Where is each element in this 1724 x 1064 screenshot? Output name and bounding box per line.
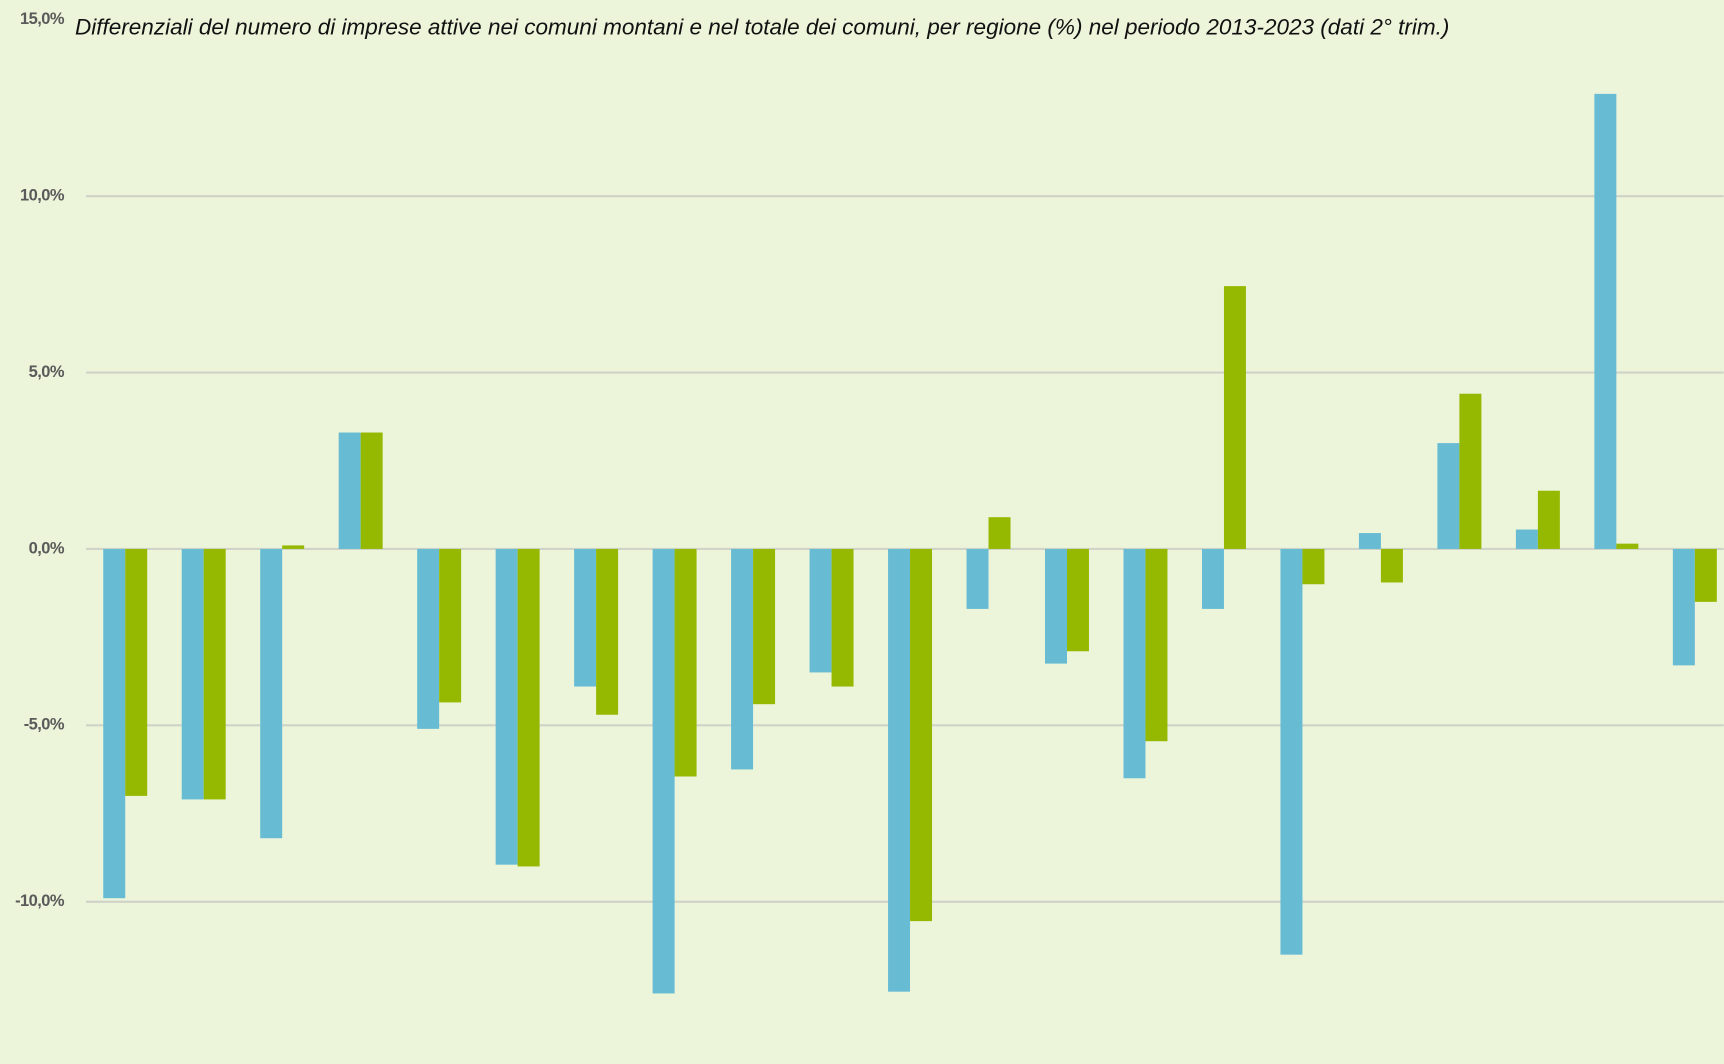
bar (1201, 548, 1224, 609)
y-tick-label: 5,0% (29, 363, 65, 381)
y-tick-label: 15,0% (20, 10, 65, 28)
bar (831, 548, 854, 687)
bar (1302, 548, 1325, 585)
bar (103, 548, 126, 899)
bar (517, 548, 540, 867)
bar (753, 548, 776, 705)
bar (1123, 548, 1146, 779)
bar (203, 548, 226, 800)
bar (966, 548, 989, 609)
bar (1616, 543, 1639, 549)
bar (417, 548, 440, 729)
bar (1437, 443, 1460, 549)
bar (360, 432, 383, 549)
bar (1223, 286, 1246, 549)
bar (1694, 548, 1717, 602)
bar (1358, 533, 1381, 549)
bar (574, 548, 597, 687)
bar (1280, 548, 1303, 955)
bar (652, 548, 675, 994)
bar (1045, 548, 1067, 664)
bar (731, 548, 754, 770)
bar (338, 432, 361, 549)
bar (282, 545, 305, 549)
bar (1537, 490, 1560, 549)
bar (888, 548, 911, 992)
bar (495, 548, 518, 865)
bar (910, 548, 933, 922)
bar (1066, 548, 1089, 652)
bar (596, 548, 619, 715)
bar (1459, 393, 1482, 549)
chart-title: Differenziali del numero di imprese atti… (75, 15, 1449, 40)
y-tick-label: -5,0% (24, 716, 65, 734)
bar (1672, 548, 1695, 666)
bar (1380, 548, 1403, 583)
bar (439, 548, 462, 703)
bar (125, 548, 148, 796)
bar (1594, 93, 1617, 549)
y-tick-label: 10,0% (20, 187, 65, 205)
y-tick-label: -10,0% (15, 892, 65, 910)
bar (988, 517, 1011, 549)
bar (260, 548, 283, 839)
bar (809, 548, 832, 673)
y-tick-label: 0,0% (29, 539, 65, 557)
bar (674, 548, 697, 777)
bar (181, 548, 204, 800)
bar (1515, 529, 1538, 549)
bar (1145, 548, 1168, 742)
